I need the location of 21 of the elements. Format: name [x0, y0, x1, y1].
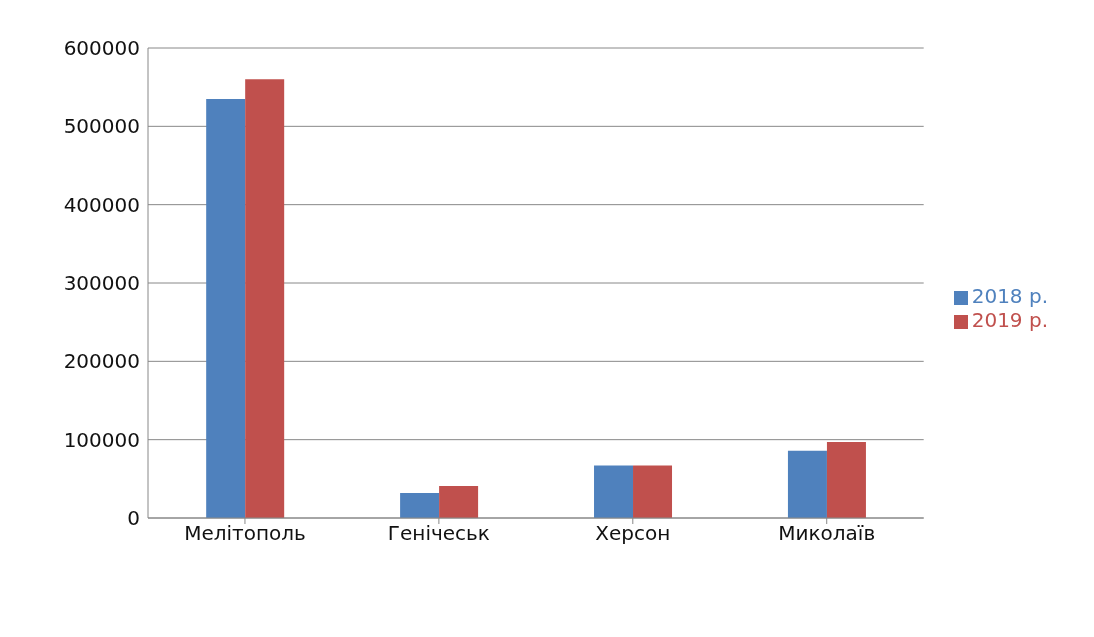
bar	[633, 465, 673, 518]
x-tick-label: Генічеськ	[387, 521, 490, 546]
bar	[826, 442, 866, 518]
bar	[439, 485, 479, 518]
bar	[594, 465, 634, 518]
bar	[400, 492, 440, 518]
y-tick-label: 600000	[63, 36, 140, 61]
y-tick-label: 300000	[63, 271, 140, 296]
bar	[245, 79, 285, 518]
bar	[206, 98, 246, 518]
y-tick-label: 500000	[63, 114, 140, 139]
y-tick-label: 400000	[63, 192, 140, 217]
y-tick-label: 200000	[63, 349, 140, 374]
x-tick-label: Херсон	[595, 521, 671, 546]
bar	[787, 450, 827, 518]
y-tick-label: 100000	[63, 427, 140, 452]
legend-label: 2019 р.	[971, 308, 1048, 332]
x-tick-label: Мелітополь	[184, 521, 306, 546]
legend-label: 2018 р.	[971, 284, 1048, 308]
x-tick-label: Миколаїв	[778, 521, 876, 546]
y-tick-label: 0	[127, 506, 140, 531]
